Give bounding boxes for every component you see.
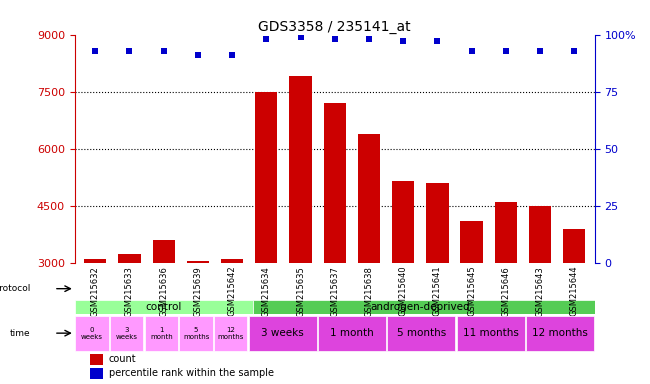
Point	[330, 36, 340, 42]
Bar	[249, 316, 317, 351]
Bar	[110, 316, 144, 351]
Text: GSM215644: GSM215644	[569, 266, 578, 316]
Bar	[153, 240, 175, 263]
Text: 0
weeks: 0 weeks	[81, 327, 103, 340]
Point	[500, 48, 511, 54]
Point	[295, 34, 306, 40]
Text: 1
month: 1 month	[150, 327, 173, 340]
Bar	[187, 262, 209, 263]
Bar	[392, 181, 414, 263]
Bar	[179, 316, 213, 351]
Text: percentile rank within the sample: percentile rank within the sample	[109, 369, 274, 379]
Point	[159, 48, 169, 54]
Text: GSM215636: GSM215636	[159, 266, 168, 317]
Point	[467, 48, 477, 54]
Text: time: time	[10, 329, 31, 338]
Bar	[324, 103, 346, 263]
Text: GSM215640: GSM215640	[398, 266, 408, 316]
Text: 5
months: 5 months	[183, 327, 209, 340]
Text: 3 weeks: 3 weeks	[261, 328, 304, 338]
Text: GSM215634: GSM215634	[262, 266, 271, 316]
Text: GSM215635: GSM215635	[296, 266, 305, 316]
Text: 11 months: 11 months	[463, 328, 519, 338]
Bar	[90, 368, 103, 379]
Bar	[255, 92, 278, 263]
Text: GSM215637: GSM215637	[330, 266, 339, 317]
Bar	[563, 229, 586, 263]
Point	[227, 52, 237, 58]
Bar	[387, 316, 456, 351]
Bar	[253, 300, 608, 314]
Bar	[426, 183, 448, 263]
Bar	[221, 260, 243, 263]
Bar	[118, 254, 140, 263]
Bar	[214, 316, 248, 351]
Text: 5 months: 5 months	[396, 328, 446, 338]
Text: count: count	[109, 354, 136, 364]
Text: androgen-deprived: androgen-deprived	[370, 302, 470, 312]
Point	[569, 48, 579, 54]
Text: control: control	[146, 302, 182, 312]
Text: GSM215646: GSM215646	[501, 266, 510, 316]
Text: GSM215633: GSM215633	[125, 266, 134, 317]
Text: GSM215639: GSM215639	[194, 266, 202, 316]
Bar	[84, 260, 107, 263]
Text: growth protocol: growth protocol	[0, 284, 31, 293]
Bar	[318, 316, 386, 351]
Text: GSM215641: GSM215641	[433, 266, 442, 316]
Text: GSM215638: GSM215638	[365, 266, 374, 317]
Text: GSM215642: GSM215642	[227, 266, 237, 316]
Text: 12
months: 12 months	[218, 327, 244, 340]
Text: GSM215645: GSM215645	[467, 266, 476, 316]
Text: 3
weeks: 3 weeks	[116, 327, 138, 340]
Text: 1 month: 1 month	[330, 328, 374, 338]
Point	[124, 48, 135, 54]
Point	[261, 36, 272, 42]
Text: GSM215643: GSM215643	[536, 266, 545, 316]
Point	[90, 48, 101, 54]
Bar	[457, 316, 525, 351]
Point	[535, 48, 545, 54]
Point	[398, 38, 408, 45]
Bar	[75, 300, 253, 314]
Bar	[358, 134, 380, 263]
Bar	[529, 206, 551, 263]
Bar	[526, 316, 594, 351]
Point	[192, 52, 203, 58]
Point	[364, 36, 374, 42]
Title: GDS3358 / 235141_at: GDS3358 / 235141_at	[259, 20, 411, 33]
Bar	[460, 221, 483, 263]
Text: 12 months: 12 months	[532, 328, 588, 338]
Bar	[495, 202, 517, 263]
Bar	[90, 354, 103, 365]
Bar	[75, 316, 109, 351]
Bar	[289, 76, 311, 263]
Bar	[145, 316, 178, 351]
Text: GSM215632: GSM215632	[91, 266, 100, 316]
Point	[432, 38, 443, 45]
